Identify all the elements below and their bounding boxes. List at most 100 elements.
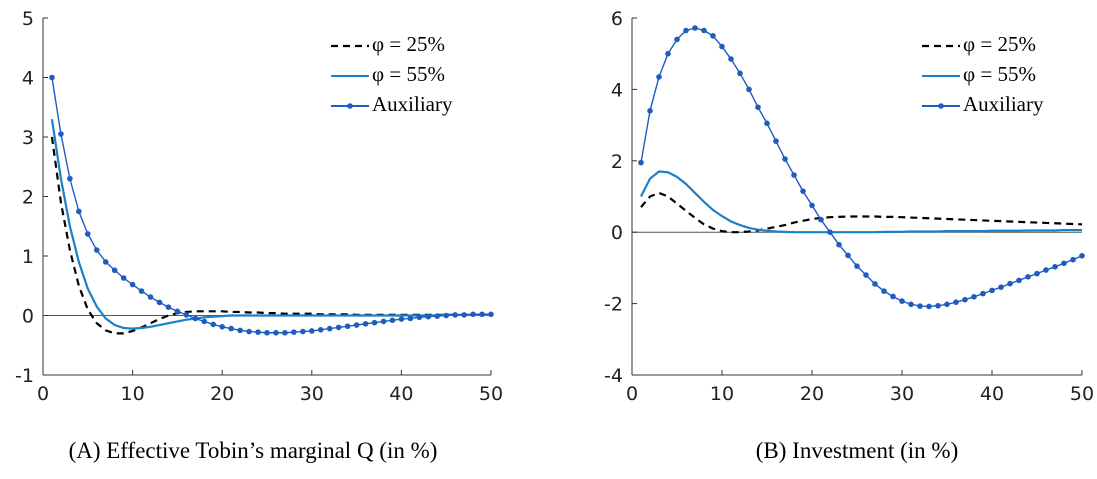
y-tick-label: -2: [604, 294, 623, 316]
series-marker: [380, 318, 387, 325]
series-marker: [764, 120, 770, 127]
series-marker: [201, 318, 208, 325]
series-marker: [836, 241, 842, 248]
x-tick-label: 40: [389, 383, 413, 405]
series-line: [640, 170, 1082, 234]
series-marker: [656, 74, 662, 80]
panel-caption: (A) Effective Tobin’s marginal Q (in %): [69, 438, 438, 463]
series-marker: [1034, 270, 1040, 277]
series-marker: [683, 27, 689, 34]
series-marker: [407, 315, 414, 322]
series-marker: [76, 208, 82, 215]
series-marker: [353, 322, 360, 328]
series-marker: [416, 314, 423, 321]
legend-marker: [347, 103, 353, 109]
series-marker: [93, 247, 100, 253]
x-tick-label: 30: [300, 383, 324, 405]
series-marker: [129, 281, 136, 288]
series-marker: [719, 43, 725, 50]
series-marker: [953, 299, 959, 305]
series-marker: [317, 326, 324, 333]
series-marker: [102, 259, 109, 265]
x-tick-label: 50: [1070, 383, 1094, 405]
series-marker: [335, 324, 342, 331]
series-marker: [755, 104, 761, 111]
series-marker: [881, 288, 887, 294]
series-marker: [989, 287, 995, 294]
series-marker: [425, 313, 432, 320]
y-tick-label: 1: [22, 246, 34, 268]
y-tick-label: 4: [611, 79, 623, 101]
series-marker: [944, 301, 950, 308]
series-marker: [809, 202, 815, 209]
series-marker: [273, 329, 279, 336]
y-tick-label: 2: [611, 151, 623, 173]
series-marker: [138, 288, 145, 294]
panel-caption: (B) Investment (in %): [756, 438, 958, 463]
legend-label: Auxiliary: [963, 92, 1044, 116]
x-tick-label: 0: [37, 383, 49, 405]
series-marker: [111, 267, 118, 274]
series-marker: [300, 328, 306, 335]
series-marker: [971, 294, 977, 300]
y-tick-label: 4: [22, 68, 34, 90]
series-marker: [791, 172, 797, 178]
series-marker: [255, 329, 261, 335]
series-marker: [728, 56, 734, 62]
y-tick-label: 0: [22, 306, 34, 328]
x-tick-label: 50: [479, 383, 503, 405]
series-marker: [58, 131, 64, 137]
y-tick-label: 3: [22, 127, 34, 149]
series-marker: [219, 324, 225, 330]
series-marker: [647, 108, 653, 114]
series-marker: [800, 188, 806, 194]
series-marker: [291, 329, 297, 335]
series-marker: [326, 325, 333, 332]
series-marker: [746, 86, 752, 93]
series-marker: [470, 311, 476, 318]
x-tick-label: 20: [800, 383, 824, 405]
series-marker: [899, 298, 905, 304]
x-tick-label: 10: [121, 383, 145, 405]
series-marker: [692, 25, 698, 31]
series-marker: [890, 293, 896, 300]
series-marker: [49, 74, 55, 81]
series-marker: [1007, 280, 1013, 287]
series-marker: [452, 312, 458, 318]
series-marker: [389, 317, 396, 324]
series-marker: [908, 301, 914, 308]
series-marker: [1016, 277, 1022, 284]
series-marker: [854, 263, 860, 269]
series-marker: [845, 252, 851, 259]
series-marker: [398, 316, 405, 322]
series-marker: [443, 312, 450, 319]
series-marker: [282, 329, 288, 336]
series-marker: [710, 33, 716, 39]
series-marker: [737, 70, 743, 77]
series-marker: [773, 138, 779, 144]
series-marker: [183, 312, 190, 318]
series-marker: [827, 229, 833, 235]
series-marker: [638, 159, 644, 166]
series-marker: [1070, 256, 1076, 263]
series-marker: [782, 156, 788, 162]
legend-label: φ = 55%: [372, 62, 445, 86]
series-marker: [872, 281, 878, 287]
series-marker: [264, 329, 270, 336]
x-tick-label: 20: [210, 383, 234, 405]
series-marker: [1052, 264, 1058, 270]
legend-label: Auxiliary: [372, 92, 453, 116]
series-marker: [228, 325, 234, 332]
series-marker: [962, 296, 968, 303]
y-tick-label: 6: [611, 8, 623, 30]
y-tick-label: -4: [604, 365, 623, 387]
series-line: [640, 191, 1083, 234]
series-marker: [926, 303, 932, 310]
y-tick-label: 0: [611, 222, 623, 244]
legend-label: φ = 55%: [963, 62, 1036, 86]
series-marker: [85, 231, 91, 237]
series-marker: [1043, 267, 1049, 273]
series-marker: [674, 36, 680, 43]
series-marker: [818, 216, 824, 223]
